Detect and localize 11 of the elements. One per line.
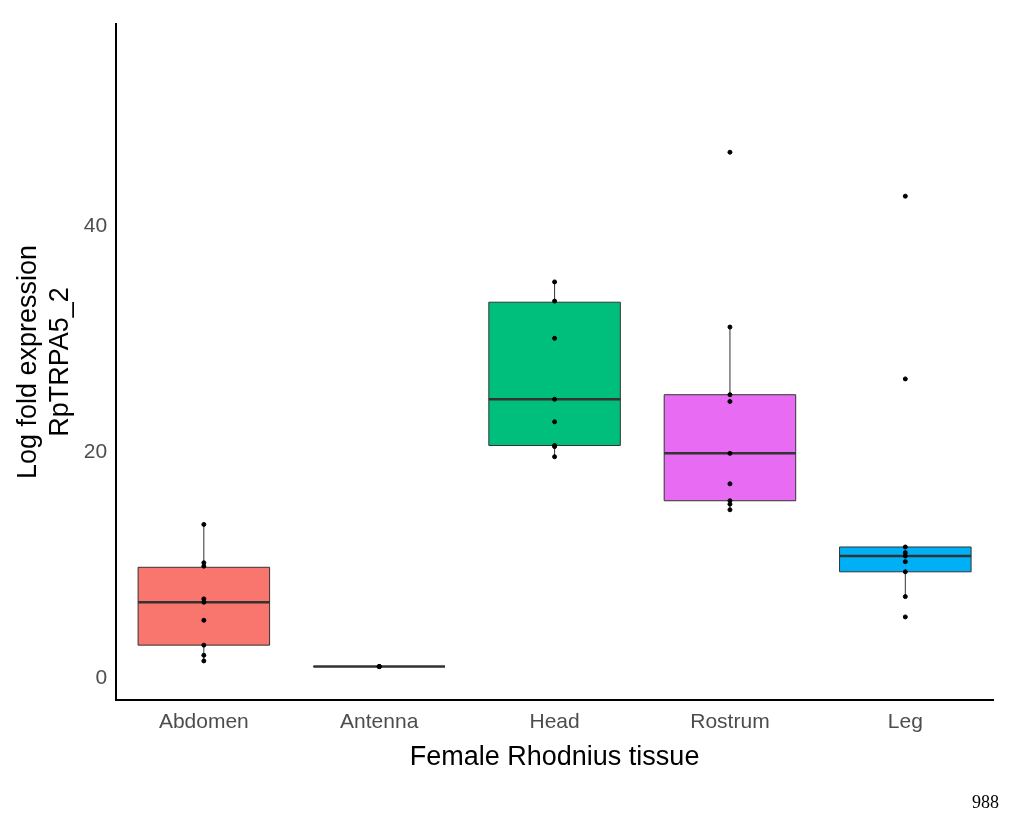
x-tick-label: Antenna xyxy=(340,708,419,732)
text: 988 xyxy=(972,792,999,813)
x-tick-label: Leg xyxy=(887,708,923,732)
x-tick-label: Head xyxy=(529,708,580,732)
y-axis-title: Log fold expression RpTRPA5_2 xyxy=(11,244,75,480)
x-tick-label: Abdomen xyxy=(158,708,249,732)
x-tick-label: Rostrum xyxy=(690,708,770,732)
x-axis-title: Female Rhodnius tissue xyxy=(409,741,700,772)
y-tick-label: 40 xyxy=(83,213,108,237)
y-tick-label: 20 xyxy=(83,439,108,463)
y-tick-label: 0 xyxy=(95,664,108,688)
